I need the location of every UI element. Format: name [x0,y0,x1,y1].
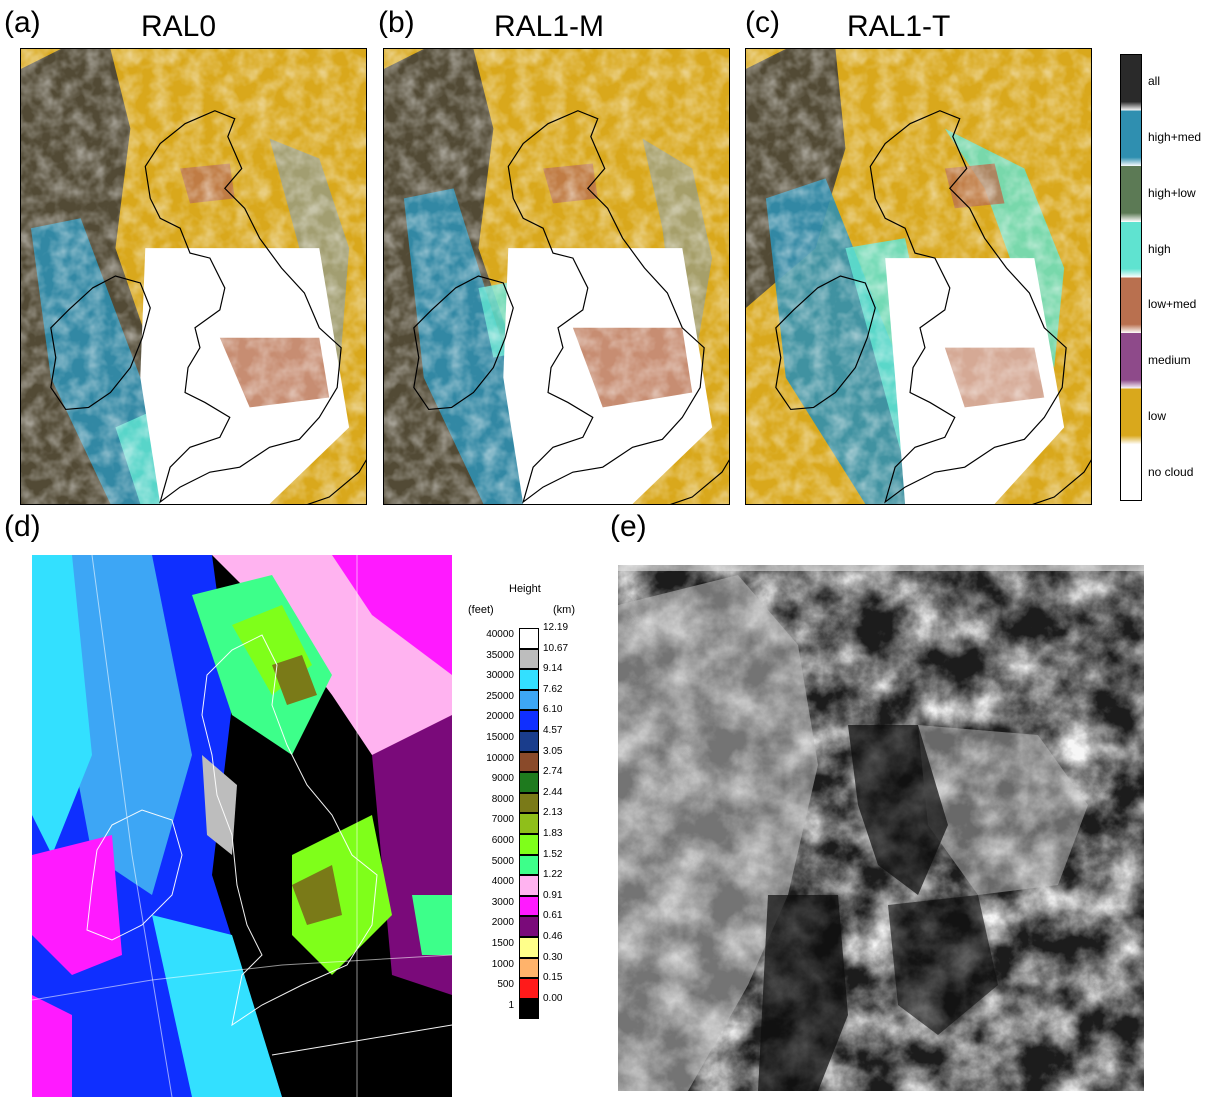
cloud-type-colorbar [1120,54,1142,501]
height-legend-km-unit: (km) [553,604,575,616]
height-legend-feet: 6000 [491,835,514,846]
height-legend-km: 0.61 [543,910,563,922]
height-legend-km: 9.14 [543,663,563,675]
height-legend-km: 0.91 [543,889,563,901]
cloud-legend-label: low [1148,409,1167,424]
cloud-legend-label: low+med [1148,297,1197,312]
height-legend-swatch [519,751,539,773]
panel-d-letter: (d) [4,510,41,543]
height-legend-feet: 40000 [486,629,514,640]
panel-b-title: RAL1-M [494,10,605,43]
height-legend-feet: 1500 [491,938,514,949]
height-legend-km: 1.83 [543,828,563,839]
height-legend-swatch [519,731,539,752]
cloud-top-height-map-graphic [32,555,452,1097]
panel-b-letter: (b) [378,6,415,39]
height-legend-swatch [519,648,539,670]
height-legend-title: Height [509,583,541,595]
panel-c-letter: (c) [745,6,780,39]
cloud-legend-label: no cloud [1148,465,1194,480]
height-legend-swatch [519,689,539,711]
height-legend-feet: 1000 [491,958,514,970]
height-legend-swatch [519,834,539,855]
height-legend-feet: 9000 [491,773,514,785]
height-legend-swatch [519,669,539,690]
height-legend-feet: 30000 [486,670,514,682]
height-legend-km: 1.52 [543,848,563,860]
height-legend-feet: 35000 [486,649,514,661]
cloud-legend-label: high+med [1148,129,1202,144]
ral1m-cloud-map-graphic [384,49,729,504]
panel-a-title: RAL0 [141,10,217,43]
cloud-legend-label: high+low [1148,185,1196,200]
height-legend-km: 0.46 [543,931,563,942]
height-legend-swatch [519,813,539,834]
satellite-image [618,565,1144,1091]
ral0-cloud-map-graphic [21,49,366,504]
height-legend-swatch [519,957,539,979]
height-legend-km: 2.13 [543,807,563,819]
height-legend-feet: 25000 [486,690,514,702]
cloud-top-height-map [32,555,452,1097]
height-legend-feet: 500 [497,979,514,991]
height-legend-swatch [519,710,539,731]
satellite-image-graphic [618,565,1144,1091]
height-legend-swatch [519,978,539,999]
height-legend-km: 1.22 [543,869,563,881]
height-legend-km: 0.30 [543,951,563,963]
height-legend-swatch [519,792,539,814]
ral1t-cloud-map-graphic [746,49,1091,504]
cloud-legend-label: medium [1148,353,1191,368]
height-legend-swatch [519,998,539,1020]
panel-e-letter: (e) [610,510,647,543]
ral1t-cloud-map [745,48,1092,505]
height-legend-swatch [519,895,539,917]
height-legend-feet: 10000 [486,752,514,764]
panel-a-letter: (a) [4,6,41,39]
height-legend-feet: 3000 [491,896,514,908]
height-legend-km: 3.05 [543,745,563,757]
height-legend-swatch [519,772,539,793]
height-legend-feet: 8000 [491,793,514,805]
height-legend-swatch [519,628,539,649]
height-legend-km: 6.10 [543,704,563,716]
height-legend-swatch [519,875,539,896]
cloud-legend-label: all [1148,73,1161,88]
height-legend-swatch [519,937,539,958]
height-legend-swatch [519,854,539,876]
height-legend-km: 4.57 [543,725,563,736]
height-legend-feet: 2000 [491,917,514,929]
height-legend-km: 12.19 [543,622,569,633]
height-legend-feet-unit: (feet) [468,604,494,616]
height-legend-km: 0.00 [543,992,563,1004]
height-legend-feet: 1 [508,999,514,1011]
height-legend-feet: 20000 [486,711,514,723]
height-legend-swatch [519,916,539,937]
panel-c-title: RAL1-T [847,10,951,43]
ral0-cloud-map [20,48,367,505]
height-legend-km: 10.67 [543,642,569,654]
height-legend-km: 7.62 [543,683,563,695]
height-legend-feet: 5000 [491,855,514,867]
height-legend-km: 2.44 [543,786,563,798]
ral1m-cloud-map [383,48,730,505]
cloud-legend-label: high [1148,241,1171,256]
height-legend-feet: 7000 [491,814,514,826]
height-legend-feet: 4000 [491,876,514,888]
height-legend-km: 2.74 [543,766,563,778]
height-legend-km: 0.15 [543,972,563,984]
height-legend-feet: 15000 [486,732,514,743]
